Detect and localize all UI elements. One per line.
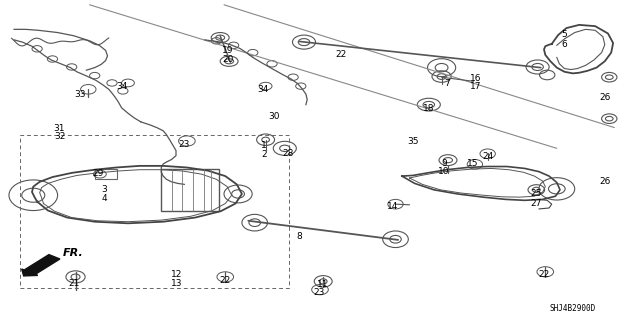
Text: 5: 5 bbox=[562, 30, 567, 39]
Text: 6: 6 bbox=[562, 40, 567, 48]
Text: 30: 30 bbox=[268, 112, 280, 121]
Text: 26: 26 bbox=[599, 177, 611, 186]
Text: 1: 1 bbox=[262, 141, 267, 150]
Bar bbox=[161, 169, 219, 211]
Text: 22: 22 bbox=[219, 276, 230, 285]
Text: 4: 4 bbox=[102, 194, 107, 203]
Text: FR.: FR. bbox=[63, 248, 83, 258]
Text: 13: 13 bbox=[171, 279, 182, 288]
Text: 24: 24 bbox=[482, 152, 493, 161]
Text: 18: 18 bbox=[423, 104, 435, 113]
Text: 7: 7 bbox=[444, 79, 449, 88]
Text: 22: 22 bbox=[335, 50, 347, 59]
Text: 21: 21 bbox=[68, 279, 79, 288]
Text: 12: 12 bbox=[171, 271, 182, 279]
Text: 3: 3 bbox=[102, 185, 107, 194]
Text: 22: 22 bbox=[538, 271, 550, 279]
Bar bbox=[95, 169, 117, 179]
Text: 26: 26 bbox=[599, 93, 611, 102]
Text: 19: 19 bbox=[222, 46, 234, 55]
Text: 23: 23 bbox=[314, 288, 325, 297]
Text: 34: 34 bbox=[257, 85, 269, 94]
Text: 20: 20 bbox=[222, 55, 234, 63]
Text: 23: 23 bbox=[179, 140, 190, 149]
Text: SHJ4B2900D: SHJ4B2900D bbox=[550, 304, 596, 313]
Text: 9: 9 bbox=[442, 159, 447, 168]
Text: 29: 29 bbox=[92, 169, 104, 178]
Text: 31: 31 bbox=[54, 124, 65, 133]
Text: 15: 15 bbox=[467, 159, 478, 168]
Text: 11: 11 bbox=[317, 280, 328, 289]
Text: 14: 14 bbox=[387, 202, 399, 211]
Text: 17: 17 bbox=[470, 82, 482, 91]
Text: 33: 33 bbox=[74, 90, 86, 99]
Text: 25: 25 bbox=[531, 189, 542, 198]
Text: 32: 32 bbox=[54, 132, 65, 141]
Text: 35: 35 bbox=[407, 137, 419, 146]
Bar bbox=[20, 135, 289, 288]
Text: 28: 28 bbox=[282, 149, 294, 158]
FancyArrow shape bbox=[22, 255, 60, 276]
Text: 10: 10 bbox=[438, 167, 450, 176]
Text: 2: 2 bbox=[262, 150, 267, 159]
Text: 16: 16 bbox=[470, 74, 482, 83]
Text: 27: 27 bbox=[531, 199, 542, 208]
Text: 34: 34 bbox=[116, 82, 128, 91]
Text: 8: 8 bbox=[296, 232, 301, 241]
